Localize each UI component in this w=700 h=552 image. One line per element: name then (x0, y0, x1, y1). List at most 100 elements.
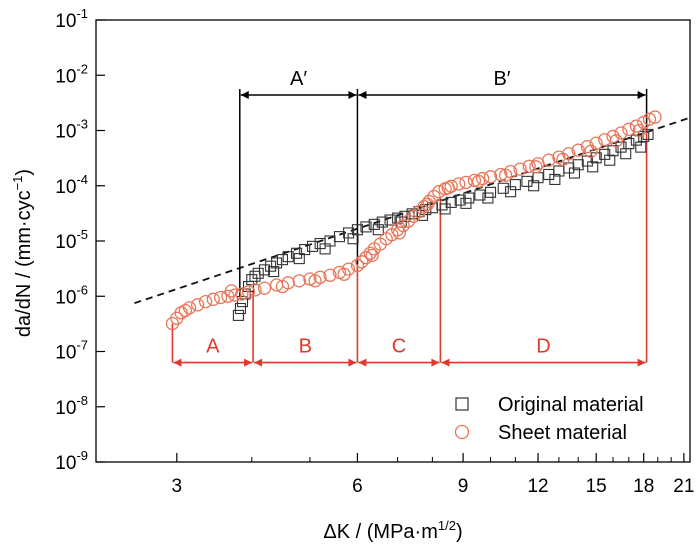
x-tick-label: 15 (586, 476, 607, 497)
sheet-material-point (228, 288, 242, 302)
sheet-material-point (584, 144, 598, 158)
sheet-material-point (441, 181, 455, 195)
sheet-material-point (363, 246, 377, 260)
original-material-point (521, 175, 533, 187)
x-tick-label: 9 (458, 476, 469, 497)
sheet-material-point (622, 122, 636, 136)
sheet-material-point (432, 185, 446, 199)
sheet-material-point (609, 134, 623, 148)
sheet-material-point (642, 112, 657, 126)
region-label: A′ (290, 68, 307, 90)
sheet-material-point (494, 167, 508, 182)
sheet-material-point (412, 204, 426, 219)
y-axis-title: da/dN / (mm·cyc−1) (10, 169, 35, 337)
sheet-material-point (392, 226, 407, 240)
x-tick-label: 3 (172, 476, 183, 497)
y-tick-label: 10-8 (55, 393, 88, 419)
original-material-point (635, 141, 647, 153)
y-tick-label: 10-9 (55, 448, 88, 474)
sheet-material-point (224, 284, 239, 298)
original-material-point (306, 240, 319, 252)
y-tick-label: 10-5 (55, 227, 88, 253)
original-material-point (234, 302, 247, 315)
sheet-material-point (471, 174, 486, 189)
sheet-material-point (257, 281, 272, 295)
region-annotation-layer: A′ B′ (239, 68, 648, 297)
sheet-material-point (522, 159, 536, 173)
original-material-point (293, 253, 305, 265)
sheet-material-point (206, 292, 220, 306)
sheet-material-point (292, 274, 306, 288)
sheet-material-point (178, 303, 193, 318)
sheet-material-point (648, 110, 662, 124)
original-material-point (351, 224, 363, 236)
sheet-material-point (275, 279, 290, 294)
sheet-material-point (355, 255, 369, 269)
original-material-point (528, 180, 540, 192)
stage-label: C (392, 336, 406, 358)
original-material-point (252, 267, 264, 279)
sheet-material-point (235, 287, 249, 301)
sheet-material-point (629, 119, 644, 133)
stage-arrow-left (441, 358, 450, 367)
original-material-point (384, 214, 396, 226)
sheet-material-point (529, 160, 543, 174)
x-tick-label: 12 (527, 476, 548, 497)
sheet-material-point (632, 123, 646, 138)
original-material-point (271, 257, 283, 269)
original-material-point (232, 309, 244, 321)
original-material-point (416, 209, 428, 222)
original-material-point (587, 161, 599, 173)
sheet-material-point (241, 285, 256, 299)
original-material-point (360, 221, 372, 233)
original-material-point (399, 210, 411, 222)
sheet-material-point (606, 129, 620, 144)
y-tick-label: 10-6 (55, 282, 88, 308)
x-tick-label: 6 (352, 476, 363, 497)
stage-arrow-right (244, 358, 253, 367)
original-material-point (439, 203, 451, 215)
stage-label: A (206, 336, 220, 358)
sheet-material-point (420, 197, 435, 212)
sheet-material-point (248, 283, 262, 297)
original-material-point (474, 189, 486, 201)
y-tick-label: 10-4 (55, 172, 88, 198)
region-label: B′ (493, 68, 510, 90)
original-material-point (268, 265, 280, 278)
sheet-material-point (580, 140, 595, 154)
original-material-point (347, 233, 359, 245)
stage-label: D (536, 336, 550, 358)
stage-arrow-left (173, 358, 182, 367)
stage-annotation-layer: A B C D (171, 124, 648, 367)
sheet-material-point (483, 170, 498, 184)
original-material-point (482, 192, 494, 204)
original-material-point (319, 243, 331, 255)
y-tick-label: 10-2 (55, 61, 88, 87)
stage-label: B (299, 336, 312, 358)
original-material-point (236, 296, 249, 308)
original-material-point (258, 264, 271, 276)
points-layer (165, 110, 662, 331)
y-tick-label: 10-7 (55, 338, 88, 364)
sheet-material-point (542, 153, 556, 167)
original-material-point (484, 186, 497, 198)
x-tick-label: 21 (673, 476, 694, 497)
region-arrow-left (358, 90, 367, 99)
region-arrow-right (348, 90, 357, 99)
original-material-point (282, 251, 294, 263)
sheet-material-point (198, 294, 213, 309)
stage-arrow-right (348, 358, 357, 367)
sheet-material-point (182, 301, 197, 315)
sheet-material-point (571, 143, 585, 157)
legend-circle-marker (454, 424, 470, 440)
legend-square-marker (455, 397, 469, 411)
sheet-material-point (513, 162, 527, 176)
original-material-point (568, 167, 581, 179)
original-material-point (333, 231, 346, 243)
sheet-material-point (359, 250, 373, 265)
original-material-point (604, 154, 616, 166)
original-material-point (436, 199, 448, 211)
original-material-point (454, 194, 466, 206)
original-material-point (372, 224, 384, 236)
